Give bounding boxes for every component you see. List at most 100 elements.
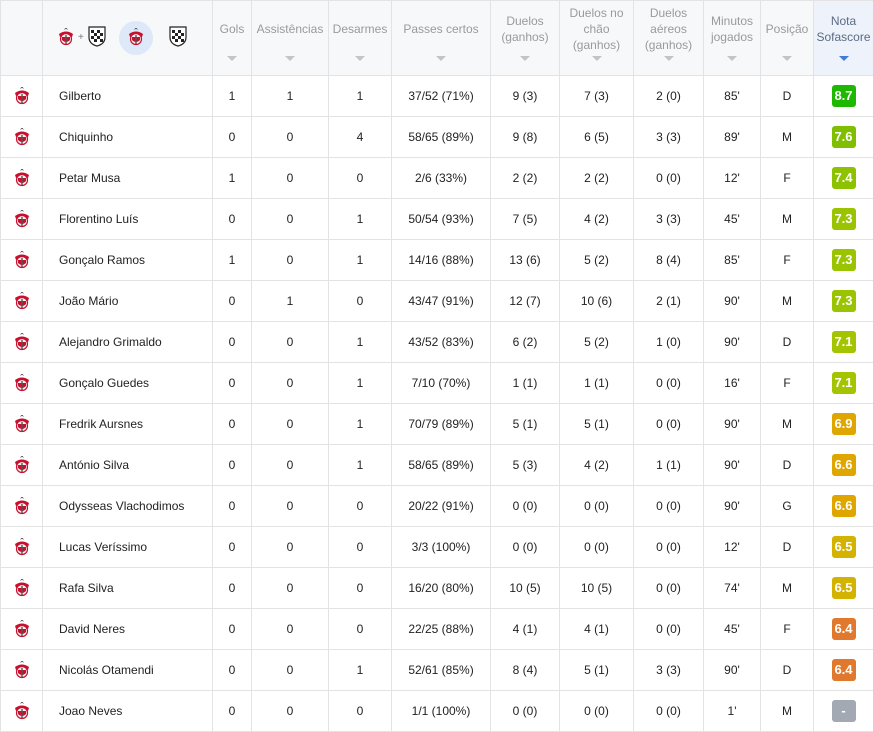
rating-badge: -: [832, 700, 856, 722]
player-name[interactable]: Gonçalo Guedes: [43, 363, 213, 404]
player-name[interactable]: Petar Musa: [43, 158, 213, 199]
player-name[interactable]: Chiquinho: [43, 117, 213, 158]
passes-cell: 20/22 (91%): [392, 486, 491, 527]
ground-cell: 5 (2): [560, 322, 634, 363]
player-name[interactable]: Alejandro Grimaldo: [43, 322, 213, 363]
goals-cell: 0: [213, 486, 252, 527]
goals-cell: 0: [213, 363, 252, 404]
position-column-header[interactable]: Posição: [761, 1, 814, 76]
benfica-crest-icon: [12, 412, 32, 437]
minutes-cell: 90': [704, 322, 761, 363]
tackles-cell: 0: [329, 527, 392, 568]
passes-cell: 14/16 (88%): [392, 240, 491, 281]
ground-cell: 4 (1): [560, 609, 634, 650]
aerial-cell: 0 (0): [634, 609, 704, 650]
duels-cell: 10 (5): [491, 568, 560, 609]
aerial-cell: 1 (0): [634, 322, 704, 363]
player-name[interactable]: Florentino Luís: [43, 199, 213, 240]
benfica-crest-icon: [12, 576, 32, 601]
player-name[interactable]: Fredrik Aursnes: [43, 404, 213, 445]
player-name[interactable]: Nicolás Otamendi: [43, 650, 213, 691]
minutes-cell: 45': [704, 199, 761, 240]
duels-cell: 13 (6): [491, 240, 560, 281]
both-teams-filter[interactable]: +: [53, 23, 111, 53]
goals-column-header[interactable]: Gols: [213, 1, 252, 76]
player-name[interactable]: Joao Neves: [43, 691, 213, 732]
passes-cell: 1/1 (100%): [392, 691, 491, 732]
tackles-cell: 1: [329, 199, 392, 240]
boavista-filter-button[interactable]: [161, 21, 195, 55]
minutes-column-header[interactable]: Minutos jogados: [704, 1, 761, 76]
minutes-cell: 90': [704, 445, 761, 486]
rating-cell: 6.6: [814, 445, 873, 486]
sort-arrow-icon: [664, 56, 674, 61]
assists-column-header[interactable]: Assistências: [252, 1, 329, 76]
ground-duels-column-header[interactable]: Duelos no chão (ganhos): [560, 1, 634, 76]
rating-badge: 6.4: [832, 618, 856, 640]
player-name[interactable]: Rafa Silva: [43, 568, 213, 609]
passes-cell: 50/54 (93%): [392, 199, 491, 240]
benfica-crest-icon: [12, 658, 32, 683]
team-crest-cell: [1, 281, 43, 322]
rating-badge: 6.6: [832, 495, 856, 517]
rating-badge: 7.4: [832, 167, 856, 189]
assists-cell: 0: [252, 117, 329, 158]
sort-arrow-icon: [285, 56, 295, 61]
player-name[interactable]: Lucas Veríssimo: [43, 527, 213, 568]
team-column-header: [1, 1, 43, 76]
assists-cell: 0: [252, 240, 329, 281]
sort-arrow-icon: [727, 56, 737, 61]
goals-cell: 1: [213, 158, 252, 199]
sort-arrow-icon: [355, 56, 365, 61]
goals-cell: 0: [213, 568, 252, 609]
player-name[interactable]: João Mário: [43, 281, 213, 322]
rating-cell: 6.6: [814, 486, 873, 527]
goals-cell: 0: [213, 322, 252, 363]
rating-column-header[interactable]: Nota Sofascore: [814, 1, 873, 76]
goals-cell: 0: [213, 281, 252, 322]
duels-column-header[interactable]: Duelos (ganhos): [491, 1, 560, 76]
benfica-filter-button[interactable]: [119, 21, 153, 55]
player-name[interactable]: David Neres: [43, 609, 213, 650]
tackles-cell: 4: [329, 117, 392, 158]
assists-cell: 0: [252, 445, 329, 486]
benfica-crest-icon: [12, 248, 32, 273]
passes-column-header[interactable]: Passes certos: [392, 1, 491, 76]
rating-cell: 7.1: [814, 322, 873, 363]
aerial-cell: 0 (0): [634, 363, 704, 404]
position-cell: F: [761, 240, 814, 281]
rating-cell: 7.4: [814, 158, 873, 199]
aerial-duels-column-header[interactable]: Duelos aéreos (ganhos): [634, 1, 704, 76]
player-name[interactable]: António Silva: [43, 445, 213, 486]
tackles-column-header[interactable]: Desarmes: [329, 1, 392, 76]
aerial-cell: 3 (3): [634, 650, 704, 691]
team-crest-cell: [1, 76, 43, 117]
ground-cell: 10 (6): [560, 281, 634, 322]
tackles-cell: 1: [329, 363, 392, 404]
player-name[interactable]: Gonçalo Ramos: [43, 240, 213, 281]
goals-cell: 0: [213, 650, 252, 691]
player-name[interactable]: Odysseas Vlachodimos: [43, 486, 213, 527]
tackles-cell: 0: [329, 158, 392, 199]
player-name[interactable]: Gilberto: [43, 76, 213, 117]
passes-cell: 3/3 (100%): [392, 527, 491, 568]
position-cell: F: [761, 363, 814, 404]
passes-cell: 16/20 (80%): [392, 568, 491, 609]
team-crest-cell: [1, 445, 43, 486]
